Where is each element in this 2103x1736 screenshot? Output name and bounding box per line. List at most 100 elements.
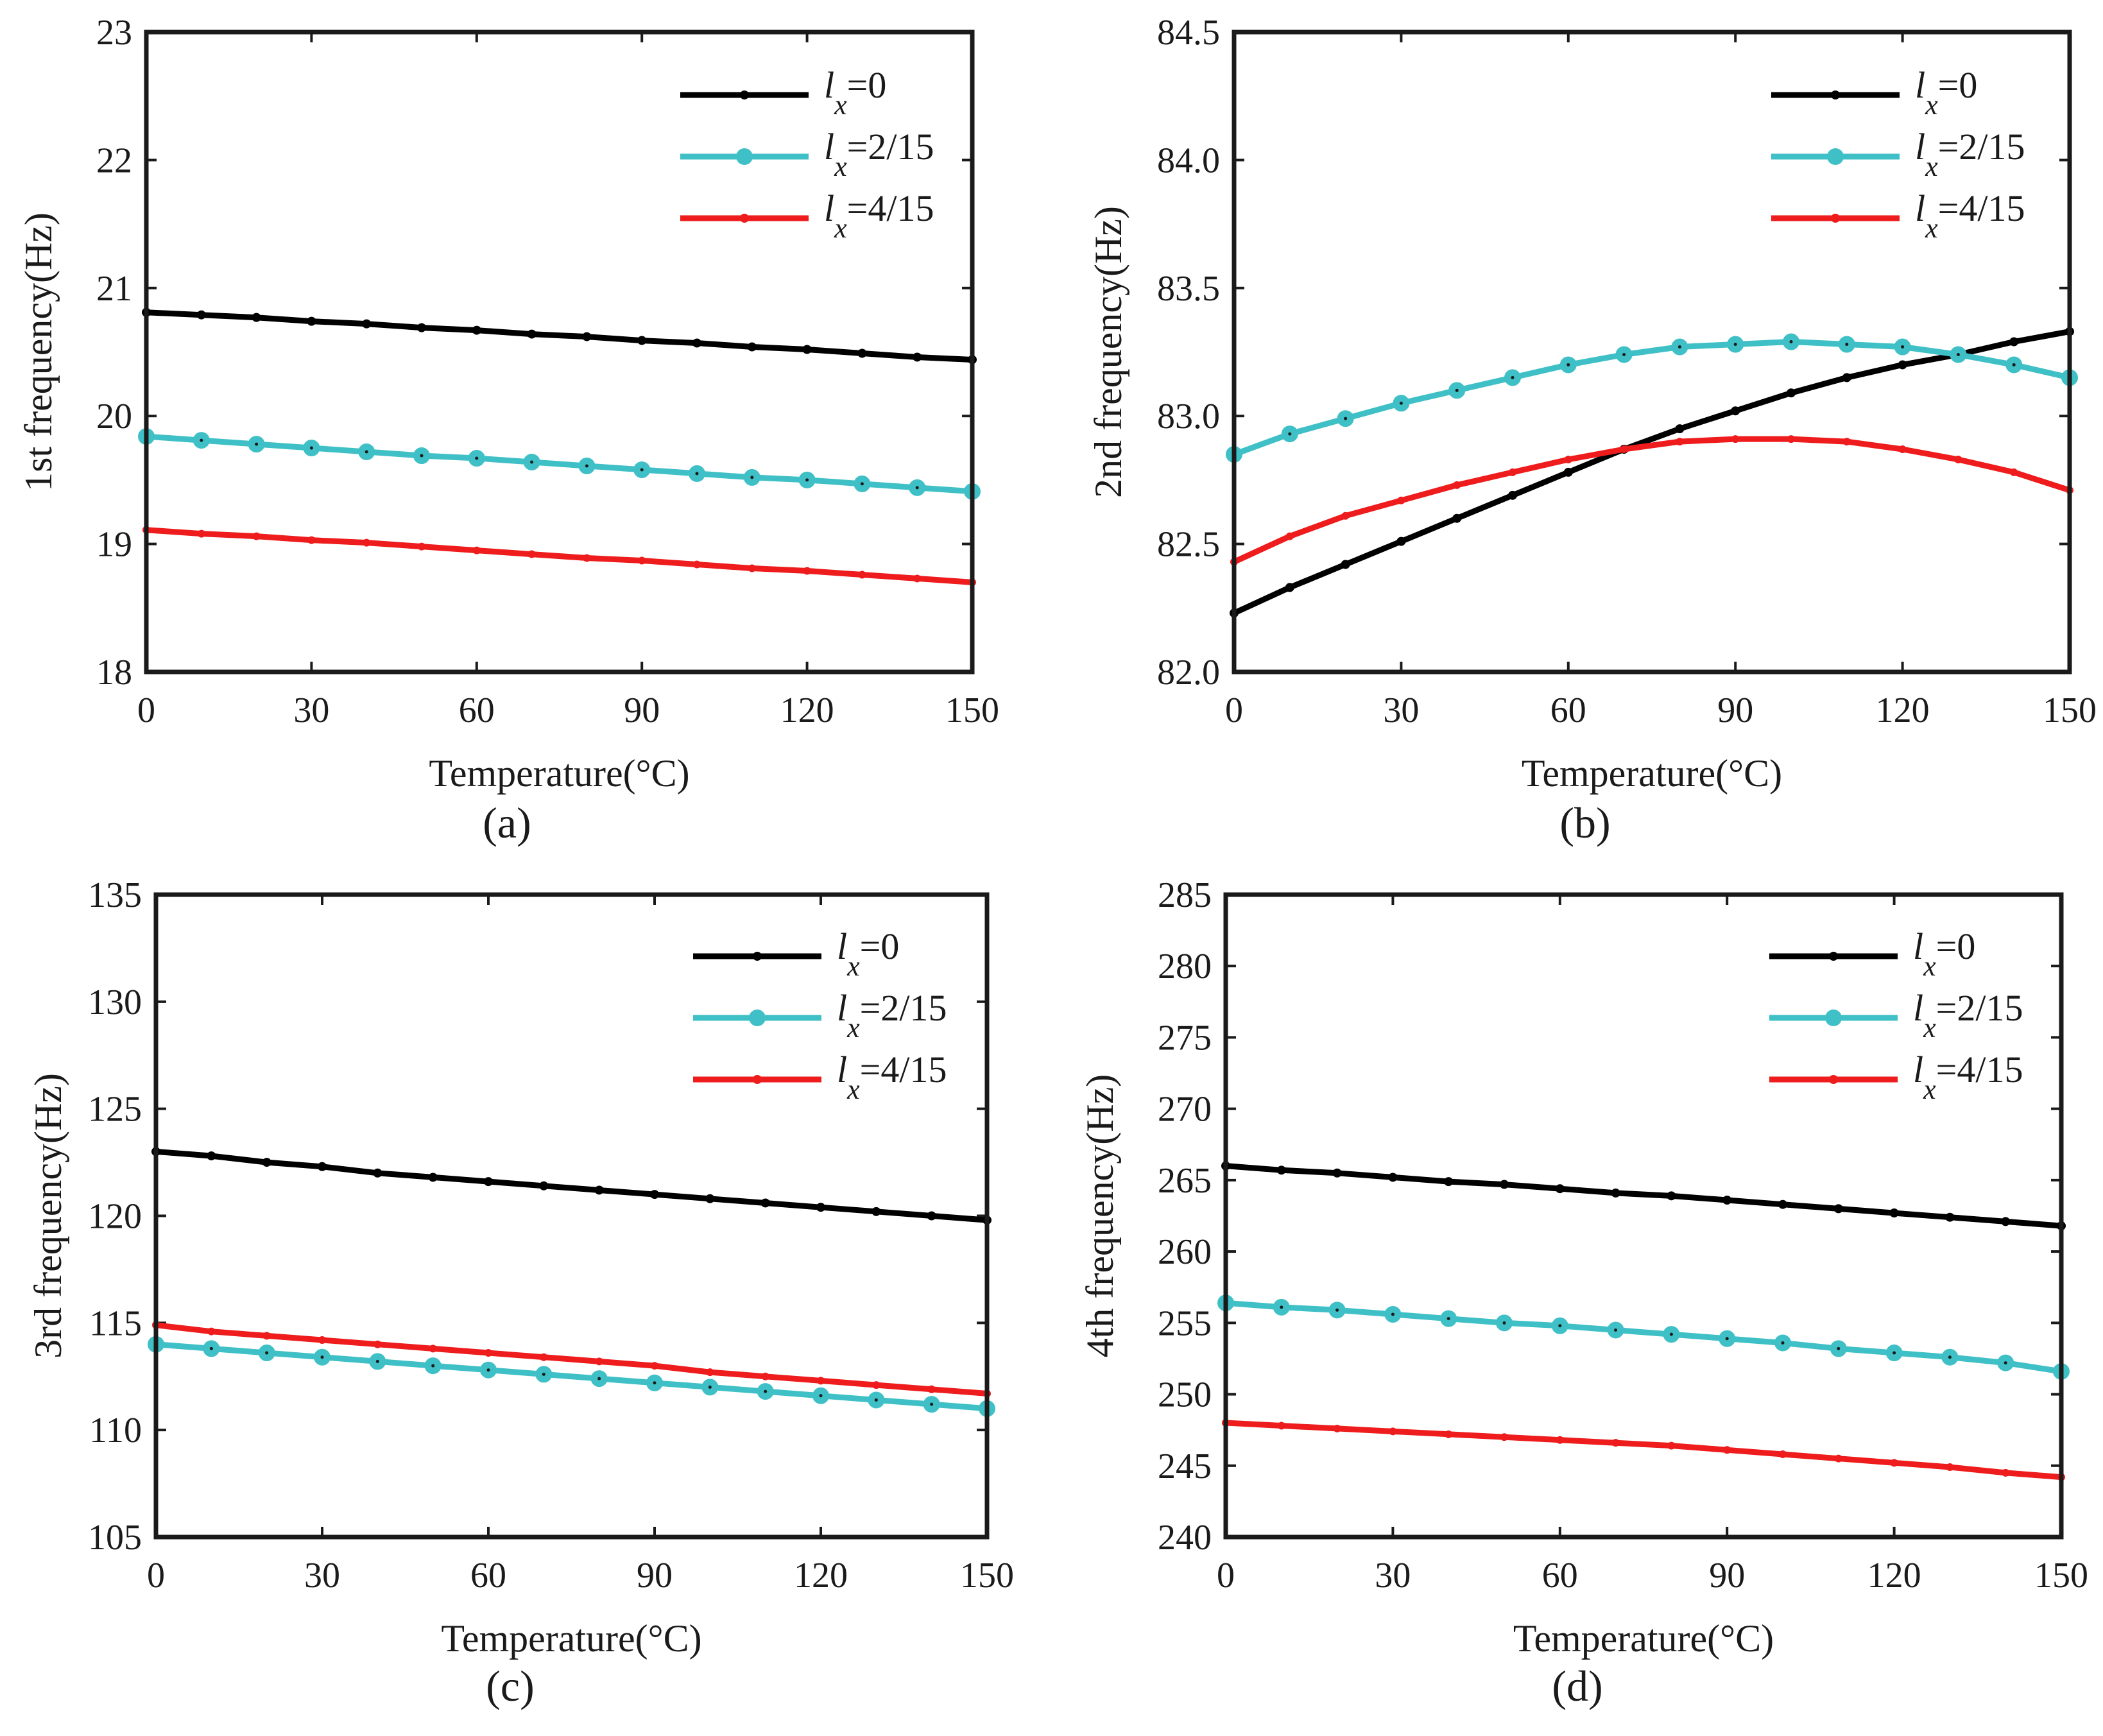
data-point-center [708, 1385, 712, 1389]
legend-label-sub: x [834, 89, 847, 121]
data-point [1667, 1441, 1676, 1450]
x-tick-label: 0 [1217, 1556, 1235, 1595]
y-axis-title: 3rd frequency(Hz) [27, 1073, 69, 1359]
data-point [1388, 1173, 1398, 1182]
series-line [1223, 1163, 2064, 1229]
legend-label-main: l [1915, 187, 1925, 229]
data-point-center [1511, 375, 1515, 379]
series-l_x=0 [1221, 1161, 2066, 1231]
data-point-center [1558, 1324, 1562, 1328]
panel-label: (b) [1559, 798, 1610, 847]
data-point [363, 538, 371, 547]
x-tick-label: 60 [470, 1556, 506, 1595]
y-tick-label: 23 [96, 13, 132, 53]
data-point-center [1399, 401, 1403, 405]
data-point-center [1502, 1321, 1506, 1325]
legend-marker [736, 148, 753, 165]
x-tick-label: 90 [637, 1556, 673, 1595]
data-point-center [1781, 1341, 1785, 1345]
series-l_x=0 [142, 307, 977, 365]
series-line [143, 309, 975, 363]
data-point [693, 560, 701, 569]
data-point [1842, 373, 1851, 382]
legend-label-sub: x [846, 1074, 860, 1105]
legend-label-main: l [824, 64, 834, 106]
legend-label-main: l [837, 987, 847, 1029]
legend-label: lx=0 [824, 64, 886, 121]
data-point [1556, 1436, 1564, 1444]
legend-label-sub: x [1925, 151, 1938, 182]
legend-label-rest: =2/15 [860, 987, 947, 1029]
legend-label: lx=4/15 [837, 1049, 947, 1105]
y-tick-label: 120 [88, 1197, 142, 1237]
x-axis-title: Temperature(°C) [429, 752, 689, 795]
data-point [583, 554, 591, 562]
data-point [307, 536, 316, 544]
y-tick-label: 22 [96, 141, 132, 180]
panel-label: (c) [486, 1662, 534, 1710]
data-point [1509, 468, 1516, 476]
legend-label-main: l [1913, 925, 1923, 967]
data-point [1611, 1188, 1620, 1198]
data-point [472, 325, 481, 335]
y-tick-label: 115 [89, 1303, 142, 1343]
legend-label-sub: x [846, 950, 860, 982]
series-line [143, 433, 975, 495]
data-point [1445, 1430, 1453, 1438]
y-tick-label: 83.5 [1157, 269, 1220, 309]
data-point [1787, 435, 1795, 443]
y-tick-label: 83.0 [1157, 397, 1220, 436]
data-point-center [1893, 1351, 1896, 1355]
data-point [207, 1151, 216, 1161]
data-point [1397, 496, 1405, 504]
x-tick-label: 120 [1876, 691, 1930, 730]
data-point-center [1725, 1337, 1729, 1341]
legend-label: lx=0 [837, 925, 899, 982]
legend-label-main: l [824, 126, 834, 168]
data-point [1285, 583, 1294, 592]
data-point-center [1622, 352, 1626, 356]
y-axis-title: 4th frequency(Hz) [1079, 1074, 1121, 1357]
series-line [1231, 339, 2073, 458]
data-point-center [819, 1394, 823, 1398]
plot-frame [1223, 892, 2064, 1540]
data-point [318, 1162, 327, 1171]
data-point-center [1335, 1308, 1339, 1312]
data-point [485, 1349, 492, 1357]
legend-label-rest: =4/15 [1936, 1049, 2023, 1090]
data-point [528, 550, 536, 558]
data-point [1889, 1208, 1899, 1218]
data-point [207, 1327, 216, 1336]
data-point [1723, 1446, 1731, 1454]
data-point [527, 329, 536, 339]
data-point [1555, 1184, 1565, 1194]
data-point [2010, 468, 2018, 476]
legend-marker [740, 90, 749, 99]
data-point [1341, 511, 1350, 520]
series-line [153, 1322, 990, 1397]
y-tick-label: 18 [96, 653, 132, 692]
data-point [1500, 1180, 1509, 1189]
y-tick-label: 275 [1158, 1018, 1212, 1058]
series-l_x=0 [1230, 327, 2074, 618]
chart-panel-c: 0 30 60 90 120 150105110115120125130135lx=0lx… [27, 875, 1014, 1710]
data-point [1842, 438, 1851, 446]
data-point [816, 1203, 825, 1212]
legend-marker [1827, 148, 1844, 165]
data-point [817, 1377, 825, 1385]
data-point-center [431, 1364, 435, 1368]
data-point [1508, 490, 1517, 500]
data-point-center [860, 482, 864, 486]
data-point-center [764, 1389, 768, 1393]
x-tick-label: 60 [459, 691, 495, 730]
chart-panel-b: 0 30 60 90 120 15082.082.583.083.584.084.5lx=… [1087, 13, 2097, 847]
legend-label-main: l [1913, 987, 1923, 1029]
legend-label-rest: =0 [847, 64, 887, 106]
legend-label-sub: x [1925, 212, 1938, 244]
x-tick-label: 150 [2043, 691, 2097, 730]
data-point-center [1956, 352, 1960, 356]
legend-label-sub: x [1925, 89, 1938, 121]
